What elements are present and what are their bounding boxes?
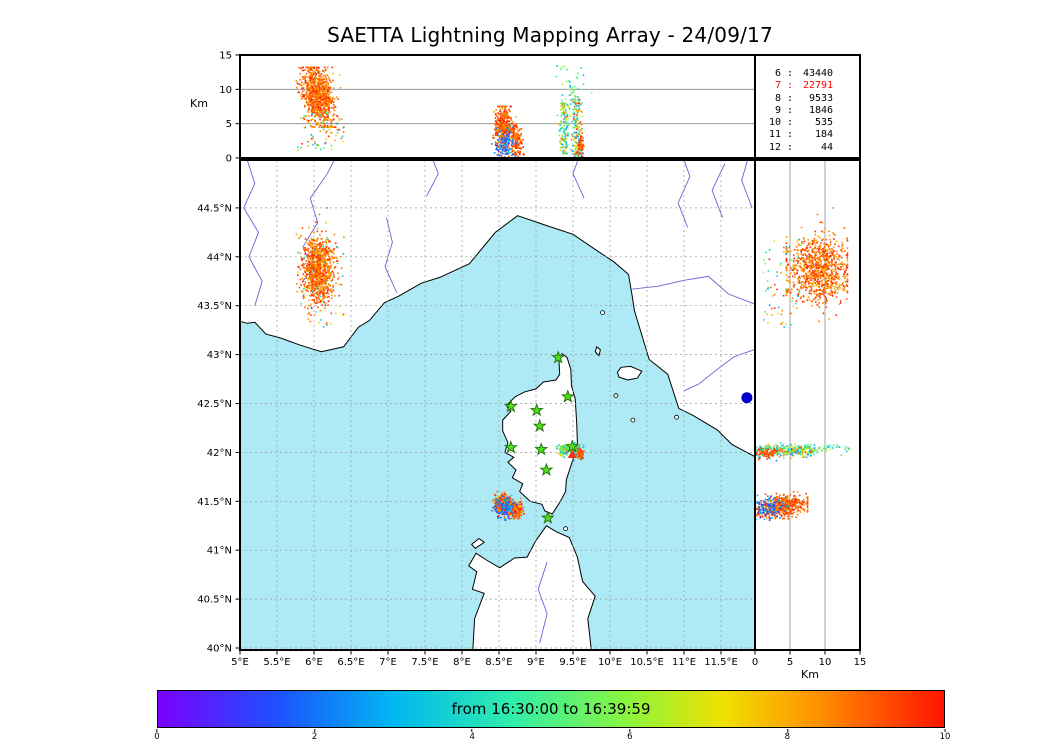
lake-bolsena <box>741 392 753 404</box>
lon-tick-label: 7.5°E <box>411 657 438 668</box>
lma-station-marker <box>529 403 544 417</box>
figure-title: SAETTA Lightning Mapping Array - 24/09/1… <box>327 23 773 47</box>
stats-row: 10 : 535 <box>769 117 834 129</box>
lon-tick-label: 5.5°E <box>263 657 290 668</box>
colorbar-tick: 8 <box>785 729 790 742</box>
alt-tick-label: 15 <box>854 657 867 668</box>
alt-axis-label-left: Km <box>190 97 208 110</box>
stats-row: 6 : 43440 <box>774 68 834 79</box>
scatter-lon-alt <box>295 65 593 158</box>
lon-tick-label: 11°E <box>672 657 696 668</box>
lma-station-marker <box>539 462 554 477</box>
lon-alt-panel <box>240 65 755 158</box>
colorbar-gradient <box>158 691 944 727</box>
lon-tick-label: 8.5°E <box>485 657 512 668</box>
lat-tick-label: 42.5°N <box>197 399 232 410</box>
lat-tick-label: 41°N <box>207 546 232 557</box>
lat-tick-label: 41.5°N <box>197 497 232 508</box>
alt-tick-label: 10 <box>219 85 232 96</box>
alt-tick-label: 15 <box>219 51 232 62</box>
alt-tick-label: 0 <box>226 154 232 165</box>
lon-tick-label: 8°E <box>453 657 471 668</box>
stats-row: 12 : 44 <box>769 141 834 153</box>
stats-row: 11 : 184 <box>769 129 834 141</box>
alt-lat-panel <box>755 160 850 650</box>
stats-row: 8 : 9533 <box>774 92 834 104</box>
lma-station-marker <box>534 442 549 456</box>
lma-station-marker <box>551 350 566 364</box>
lat-tick-label: 40°N <box>207 644 232 655</box>
station-statistics-panel: 6 : 43440 7 : 22791 8 : 9533 9 : 1846 10 : 5… <box>755 55 860 158</box>
lon-tick-label: 9.5°E <box>559 657 586 668</box>
lat-tick-label: 43.5°N <box>197 301 232 312</box>
lon-tick-label: 10°E <box>598 657 622 668</box>
lon-tick-label: 10.5°E <box>630 657 664 668</box>
lon-tick-label: 6.5°E <box>337 657 364 668</box>
colorbar-tick: 6 <box>627 729 633 742</box>
lon-tick-label: 7°E <box>379 657 397 668</box>
lat-tick-label: 44°N <box>207 252 232 263</box>
panel-borders <box>239 54 861 651</box>
colorbar-tick: 4 <box>469 729 475 742</box>
lon-tick-label: 5°E <box>231 657 249 668</box>
colorbar-tick: 2 <box>312 729 317 742</box>
lat-tick-label: 40.5°N <box>197 595 232 606</box>
reference-triangle-marker <box>567 449 577 458</box>
scatter-map <box>295 207 593 522</box>
lma-station-marker <box>560 389 575 403</box>
stats-row: 9 : 1846 <box>774 104 834 116</box>
colorbar-tick: 10 <box>940 729 950 742</box>
colorbar-tick-row: 0 2 4 6 8 10 <box>154 729 950 743</box>
colorbar-time-range-label: from 16:30:00 to 16:39:59 <box>451 700 651 718</box>
lat-tick-label: 42°N <box>207 448 232 459</box>
lma-station-marker <box>565 439 580 453</box>
lma-station-marker <box>503 399 518 413</box>
lon-tick-label: 11.5°E <box>704 657 738 668</box>
lat-tick-label: 43°N <box>207 350 232 361</box>
alt-tick-label: 5 <box>226 119 232 130</box>
alt-tick-label: 10 <box>819 657 832 668</box>
alt-axis-label-right: Km <box>801 668 819 681</box>
station-statistics-rows: 6 : 43440 7 : 22791 8 : 9533 9 : 1846 10 : 5… <box>769 68 860 154</box>
time-colorbar: from 16:30:00 to 16:39:59 <box>157 690 945 728</box>
lma-station-marker <box>540 510 555 524</box>
lon-tick-label: 6°E <box>305 657 323 668</box>
axis-labels: 5°E 5.5°E 6°E 6.5°E 7°E 7.5°E 8°E 8.5°E 9°E 9.5°E… <box>190 51 866 682</box>
map-panel <box>240 160 755 650</box>
colorbar-tick: 0 <box>154 729 160 742</box>
coastlines <box>240 160 755 650</box>
alt-tick-label: 5 <box>787 657 793 668</box>
lma-station-marker <box>532 418 547 433</box>
scatter-alt-lat <box>755 207 850 522</box>
lma-station-marker <box>503 440 518 454</box>
lat-tick-label: 44.5°N <box>197 203 232 214</box>
stats-row: 7 : 22791 <box>774 80 834 92</box>
lma-stations-group <box>503 350 580 524</box>
lon-tick-label: 9°E <box>527 657 545 668</box>
alt-tick-label: 0 <box>752 657 758 668</box>
